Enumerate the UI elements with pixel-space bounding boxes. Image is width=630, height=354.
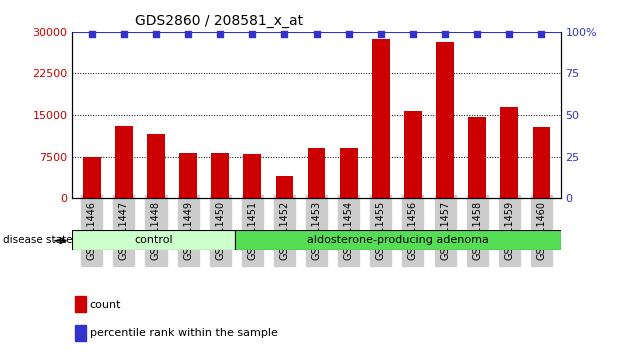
Bar bbox=[436, 42, 454, 198]
Point bbox=[151, 31, 161, 36]
Bar bbox=[500, 107, 518, 198]
Text: disease state: disease state bbox=[3, 235, 72, 245]
Point bbox=[280, 31, 290, 36]
Bar bbox=[340, 148, 358, 198]
Point bbox=[408, 31, 418, 36]
Point bbox=[215, 31, 226, 36]
FancyBboxPatch shape bbox=[72, 230, 235, 250]
Bar bbox=[372, 39, 389, 198]
Text: GDS2860 / 208581_x_at: GDS2860 / 208581_x_at bbox=[135, 14, 304, 28]
FancyBboxPatch shape bbox=[235, 230, 561, 250]
Point bbox=[87, 31, 97, 36]
Bar bbox=[83, 156, 101, 198]
Bar bbox=[307, 148, 326, 198]
Bar bbox=[75, 325, 86, 341]
Point bbox=[504, 31, 514, 36]
Point bbox=[440, 31, 450, 36]
Point bbox=[375, 31, 386, 36]
Point bbox=[312, 31, 322, 36]
Bar bbox=[180, 153, 197, 198]
Point bbox=[119, 31, 129, 36]
Text: percentile rank within the sample: percentile rank within the sample bbox=[89, 328, 278, 338]
Text: aldosterone-producing adenoma: aldosterone-producing adenoma bbox=[307, 235, 489, 245]
Point bbox=[183, 31, 193, 36]
Bar bbox=[115, 126, 133, 198]
Text: control: control bbox=[135, 235, 173, 245]
Bar bbox=[468, 117, 486, 198]
Text: count: count bbox=[89, 299, 121, 310]
Point bbox=[472, 31, 482, 36]
Point bbox=[248, 31, 258, 36]
Bar bbox=[244, 154, 261, 198]
Bar bbox=[532, 127, 550, 198]
Bar bbox=[275, 176, 294, 198]
Point bbox=[343, 31, 353, 36]
Bar bbox=[75, 296, 86, 312]
Bar bbox=[404, 111, 421, 198]
Point bbox=[536, 31, 546, 36]
Bar bbox=[147, 135, 165, 198]
Bar bbox=[212, 153, 229, 198]
